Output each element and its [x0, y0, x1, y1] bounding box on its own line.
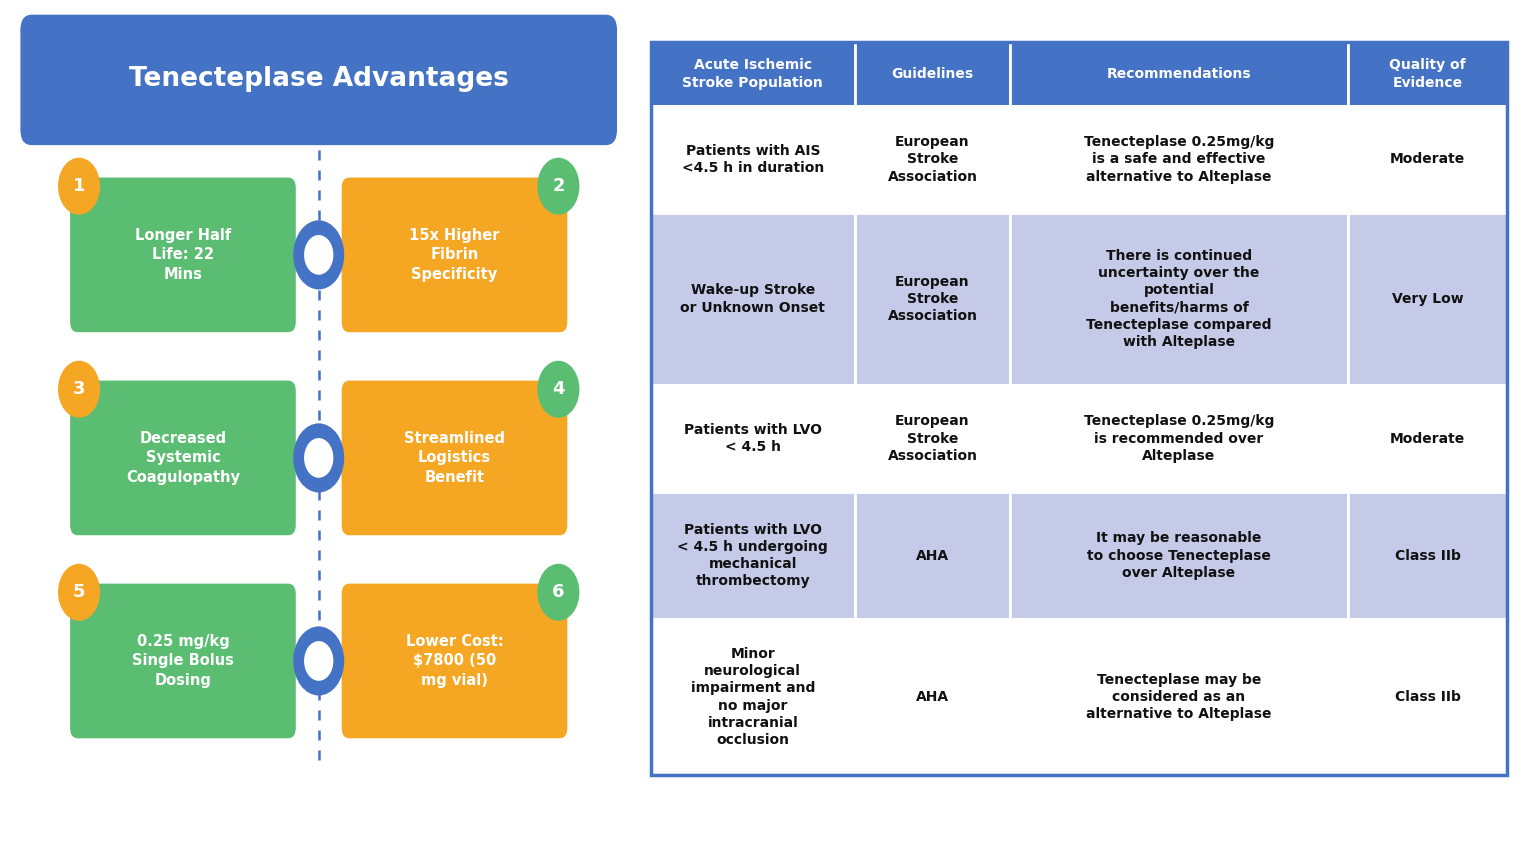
Text: Quality of
Evidence: Quality of Evidence — [1389, 59, 1465, 90]
Text: Minor
neurological
impairment and
no major
intracranial
occlusion: Minor neurological impairment and no maj… — [691, 647, 816, 747]
Text: European
Stroke
Association: European Stroke Association — [888, 275, 977, 323]
FancyBboxPatch shape — [71, 584, 296, 738]
FancyBboxPatch shape — [1011, 619, 1347, 775]
Polygon shape — [326, 231, 356, 279]
Circle shape — [293, 220, 344, 289]
Circle shape — [58, 157, 100, 215]
Text: Guidelines: Guidelines — [891, 67, 974, 81]
Polygon shape — [281, 434, 312, 482]
Text: Patients with LVO
< 4.5 h: Patients with LVO < 4.5 h — [684, 422, 822, 454]
Text: There is continued
uncertainty over the
potential
benefits/harms of
Tenecteplase: There is continued uncertainty over the … — [1086, 249, 1272, 349]
Polygon shape — [281, 231, 312, 279]
FancyBboxPatch shape — [341, 380, 567, 535]
FancyBboxPatch shape — [856, 619, 1011, 775]
Polygon shape — [281, 637, 312, 685]
Text: Wake-up Stroke
or Unknown Onset: Wake-up Stroke or Unknown Onset — [680, 283, 825, 314]
FancyBboxPatch shape — [1347, 213, 1507, 385]
FancyBboxPatch shape — [1011, 385, 1347, 492]
Circle shape — [58, 564, 100, 620]
Text: Tenecteplase 0.25mg/kg
is recommended over
Alteplase: Tenecteplase 0.25mg/kg is recommended ov… — [1084, 414, 1273, 463]
Text: Tenecteplase Advantages: Tenecteplase Advantages — [129, 67, 508, 92]
Text: Lower Cost:
$7800 (50
mg vial): Lower Cost: $7800 (50 mg vial) — [406, 634, 504, 688]
Text: Streamlined
Logistics
Benefit: Streamlined Logistics Benefit — [404, 431, 505, 485]
Text: Patients with LVO
< 4.5 h undergoing
mechanical
thrombectomy: Patients with LVO < 4.5 h undergoing mec… — [677, 523, 828, 588]
FancyBboxPatch shape — [341, 178, 567, 332]
FancyBboxPatch shape — [856, 106, 1011, 213]
Text: European
Stroke
Association: European Stroke Association — [888, 135, 977, 184]
FancyBboxPatch shape — [1347, 385, 1507, 492]
Circle shape — [293, 423, 344, 492]
Text: 0.25 mg/kg
Single Bolus
Dosing: 0.25 mg/kg Single Bolus Dosing — [132, 634, 233, 688]
FancyBboxPatch shape — [71, 380, 296, 535]
Circle shape — [304, 235, 333, 275]
FancyBboxPatch shape — [20, 15, 617, 145]
Circle shape — [304, 641, 333, 681]
Text: 15x Higher
Fibrin
Specificity: 15x Higher Fibrin Specificity — [409, 228, 499, 282]
FancyBboxPatch shape — [1011, 492, 1347, 619]
FancyBboxPatch shape — [1011, 106, 1347, 213]
Polygon shape — [326, 434, 356, 482]
FancyBboxPatch shape — [856, 213, 1011, 385]
FancyBboxPatch shape — [856, 492, 1011, 619]
Text: Decreased
Systemic
Coagulopathy: Decreased Systemic Coagulopathy — [126, 431, 240, 485]
FancyBboxPatch shape — [651, 213, 856, 385]
FancyBboxPatch shape — [651, 619, 856, 775]
Text: Recommendations: Recommendations — [1106, 67, 1252, 81]
FancyBboxPatch shape — [71, 178, 296, 332]
FancyBboxPatch shape — [651, 492, 856, 619]
FancyBboxPatch shape — [1347, 619, 1507, 775]
FancyBboxPatch shape — [341, 584, 567, 738]
Text: Class IIb: Class IIb — [1395, 549, 1461, 562]
FancyBboxPatch shape — [651, 385, 856, 492]
Text: 4: 4 — [551, 380, 565, 398]
Text: 6: 6 — [551, 583, 565, 601]
Circle shape — [538, 564, 579, 620]
FancyBboxPatch shape — [856, 42, 1011, 106]
FancyBboxPatch shape — [651, 42, 856, 106]
Text: European
Stroke
Association: European Stroke Association — [888, 414, 977, 463]
Circle shape — [538, 157, 579, 215]
Text: It may be reasonable
to choose Tenecteplase
over Alteplase: It may be reasonable to choose Tenectepl… — [1087, 531, 1270, 580]
FancyBboxPatch shape — [1011, 42, 1347, 106]
Circle shape — [538, 361, 579, 418]
FancyBboxPatch shape — [856, 385, 1011, 492]
Text: Moderate: Moderate — [1390, 431, 1465, 446]
Circle shape — [58, 361, 100, 418]
Text: Moderate: Moderate — [1390, 152, 1465, 167]
FancyBboxPatch shape — [1011, 213, 1347, 385]
Text: Very Low: Very Low — [1392, 292, 1464, 306]
FancyBboxPatch shape — [1347, 106, 1507, 213]
Text: AHA: AHA — [915, 549, 949, 562]
Text: Class IIb: Class IIb — [1395, 690, 1461, 704]
Text: Longer Half
Life: 22
Mins: Longer Half Life: 22 Mins — [135, 228, 230, 282]
Text: 5: 5 — [72, 583, 86, 601]
Text: Acute Ischemic
Stroke Population: Acute Ischemic Stroke Population — [682, 59, 823, 90]
Text: 3: 3 — [72, 380, 86, 398]
Text: Patients with AIS
<4.5 h in duration: Patients with AIS <4.5 h in duration — [682, 143, 823, 175]
Text: 2: 2 — [551, 177, 565, 195]
FancyBboxPatch shape — [651, 106, 856, 213]
Text: Tenecteplase may be
considered as an
alternative to Alteplase: Tenecteplase may be considered as an alt… — [1086, 673, 1272, 721]
FancyBboxPatch shape — [1347, 42, 1507, 106]
Text: 1: 1 — [72, 177, 86, 195]
FancyBboxPatch shape — [1347, 492, 1507, 619]
Text: Tenecteplase 0.25mg/kg
is a safe and effective
alternative to Alteplase: Tenecteplase 0.25mg/kg is a safe and eff… — [1084, 135, 1273, 184]
Text: AHA: AHA — [915, 690, 949, 704]
Polygon shape — [326, 637, 356, 685]
Circle shape — [293, 626, 344, 696]
Circle shape — [304, 438, 333, 478]
